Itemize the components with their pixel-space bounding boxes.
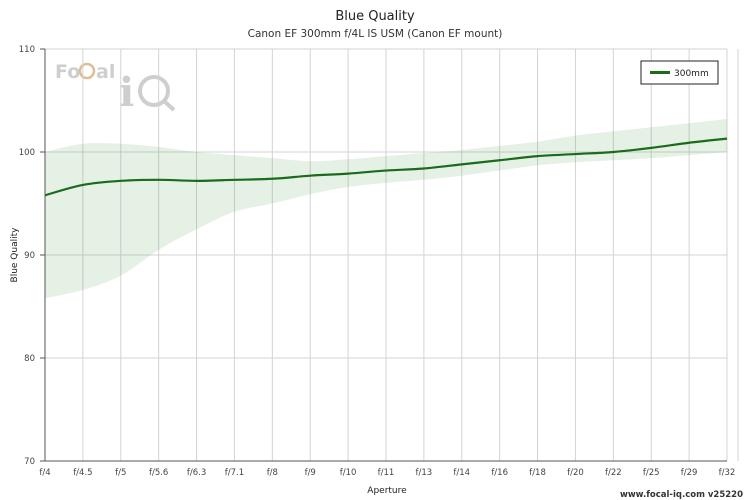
footer-version: www.focal-iq.com v25220 (620, 490, 743, 500)
x-tick-label: f/5.6 (149, 468, 168, 478)
legend-label: 300mm (674, 69, 709, 79)
logo-magnifier-icon (138, 75, 170, 107)
x-tick-label: f/4 (39, 468, 50, 478)
logo-letter-i: i (119, 69, 134, 116)
x-tick-label: f/11 (378, 468, 395, 478)
confidence-band (45, 119, 727, 299)
x-tick-label: f/7.1 (225, 468, 244, 478)
legend[interactable]: 300mm (640, 60, 719, 85)
logo-text-focal: Fo (55, 61, 80, 83)
x-tick-label: f/8 (267, 468, 278, 478)
x-tick-label: f/29 (681, 468, 698, 478)
x-tick-label: f/13 (416, 468, 433, 478)
y-tick-label: 90 (24, 251, 35, 261)
y-tick-label: 80 (24, 354, 35, 364)
x-tick-label: f/25 (643, 468, 660, 478)
y-tick-label: 70 (24, 457, 35, 467)
x-tick-label: f/4.5 (73, 468, 92, 478)
x-tick-label: f/18 (529, 468, 546, 478)
chart-title: Blue Quality (335, 9, 415, 24)
x-axis-label: Aperture (367, 486, 407, 496)
x-tick-label: f/22 (605, 468, 622, 478)
x-tick-label: f/14 (453, 468, 470, 478)
watermark-logo: Fo al i (55, 61, 176, 116)
axes (40, 48, 727, 462)
logo-magnifier-handle (162, 99, 176, 112)
y-tick-label: 110 (19, 45, 35, 55)
legend-box (640, 60, 719, 85)
logo-text-al: al (96, 61, 115, 83)
series-lines (44, 137, 728, 197)
x-tick-label: f/6.3 (187, 468, 206, 478)
x-tick-label: f/16 (491, 468, 508, 478)
y-axis-label: Blue Quality (10, 227, 20, 283)
x-tick-label: f/20 (567, 468, 584, 478)
series-confidence-band (45, 119, 727, 299)
tick-labels: f/4 f/4.5 f/5 f/5.6 f/6.3 f/7.1 f/8 f/9 f/10 f/11… (19, 45, 736, 478)
x-tick-label: f/5 (115, 468, 126, 478)
x-tick-label: f/32 (719, 468, 736, 478)
x-tick-label: f/9 (305, 468, 316, 478)
series-line (44, 137, 728, 197)
y-tick-label: 100 (19, 148, 35, 158)
x-tick-label: f/10 (340, 468, 357, 478)
chart-subtitle: Canon EF 300mm f/4L IS USM (Canon EF mou… (248, 28, 503, 40)
logo-ring-icon (78, 62, 96, 80)
